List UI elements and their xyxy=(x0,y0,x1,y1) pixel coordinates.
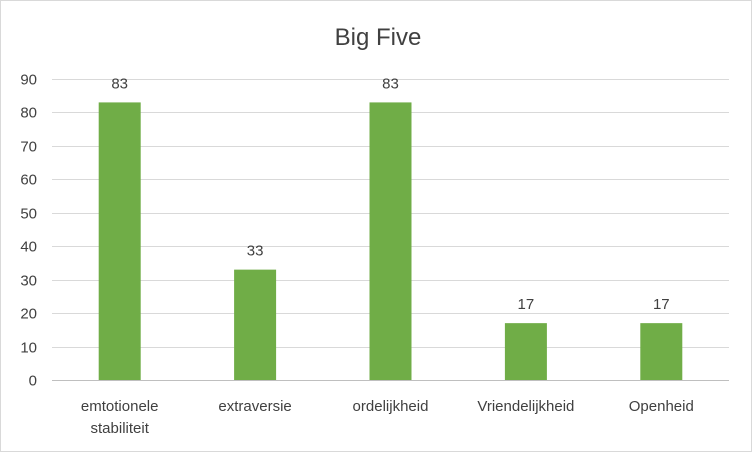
bar xyxy=(504,323,547,380)
y-tick-label: 60 xyxy=(20,172,37,189)
y-tick-label: 90 xyxy=(20,72,37,89)
y-tick-label: 80 xyxy=(20,105,37,122)
category-label: Openheid xyxy=(629,398,694,415)
bar xyxy=(369,102,412,381)
x-axis-categories: emtotionele stabiliteit extraversie ordelij… xyxy=(81,398,694,437)
y-axis-ticks: 0 10 20 30 40 50 60 70 80 90 xyxy=(20,72,37,390)
category-label: extraversie xyxy=(218,398,291,415)
category-label: Vriendelijkheid xyxy=(477,398,574,415)
y-tick-label: 20 xyxy=(20,306,37,323)
bar xyxy=(640,323,683,380)
data-label: 17 xyxy=(653,296,670,313)
data-label: 17 xyxy=(518,296,535,313)
data-label: 33 xyxy=(247,243,264,260)
bar xyxy=(98,102,141,381)
category-label: stabiliteit xyxy=(91,420,150,437)
chart-title: Big Five xyxy=(335,24,422,51)
data-label: 83 xyxy=(382,75,399,92)
y-tick-label: 40 xyxy=(20,239,37,256)
bar xyxy=(234,269,277,380)
category-label: emtotionele xyxy=(81,398,159,415)
y-tick-label: 30 xyxy=(20,273,37,290)
bars xyxy=(98,102,683,381)
y-tick-label: 70 xyxy=(20,139,37,156)
data-label: 83 xyxy=(111,75,128,92)
y-tick-label: 0 xyxy=(29,373,37,390)
y-tick-label: 10 xyxy=(20,340,37,357)
data-labels: 83 33 83 17 17 xyxy=(111,75,669,313)
category-label: ordelijkheid xyxy=(353,398,429,415)
y-tick-label: 50 xyxy=(20,206,37,223)
